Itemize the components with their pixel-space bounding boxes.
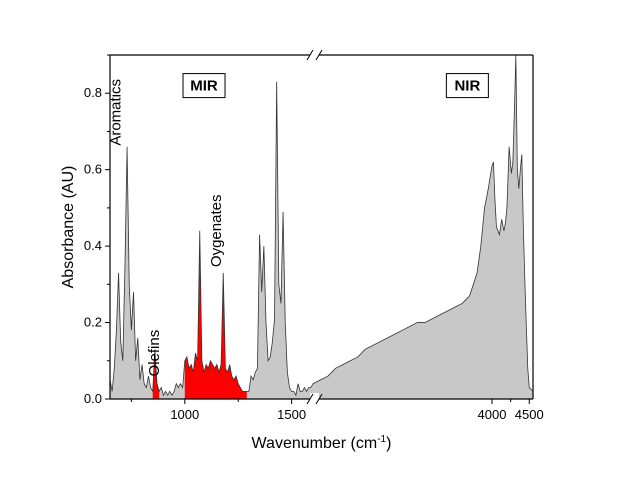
axis-break-mark <box>306 393 314 405</box>
y-tick-label: 0.0 <box>84 391 102 406</box>
spectra-group <box>109 54 534 399</box>
region-label-mir: MIR <box>190 78 218 95</box>
annotation-aromatics: Aromatics <box>108 79 125 146</box>
axes-group: 0.0 0.2 0.4 0.6 0.8 1000 1500 4000 4500 Wavenumbe… <box>60 49 544 452</box>
x-tick-label: 1000 <box>170 407 199 422</box>
x-tick-label: 4000 <box>478 407 507 422</box>
axis-break-mark <box>306 49 314 61</box>
region-label-nir: NIR <box>454 78 480 95</box>
spectrum-line-0 <box>109 81 314 397</box>
y-tick-label: 0.4 <box>84 238 102 253</box>
axis-break-gap-0 <box>310 49 319 61</box>
annotation-olefins: Olefins <box>146 330 163 377</box>
y-tick-label: 0.8 <box>84 85 102 100</box>
x-axis-title: Wavenumber (cm-1) <box>252 434 392 452</box>
spectrum-fill-1 <box>313 55 533 399</box>
axis-break-gap-1 <box>310 393 319 405</box>
y-tick-label: 0.6 <box>84 162 102 177</box>
x-tick-label: 1500 <box>277 407 306 422</box>
y-axis-title: Absorbance (AU) <box>60 166 77 289</box>
axis-break-mark <box>315 49 323 61</box>
x-tick-label: 4500 <box>515 407 544 422</box>
annotation-oygenates: Oygenates <box>208 195 225 268</box>
axis-break-mark <box>315 393 323 405</box>
y-tick-label: 0.2 <box>84 315 102 330</box>
spectrum-line-1 <box>312 54 534 392</box>
spectrum-fill-0 <box>110 81 313 399</box>
annotations-group: Aromatics Olefins Oygenates MIR NIR <box>108 73 489 377</box>
region-box-mir <box>182 73 226 99</box>
region-box-nir <box>445 73 489 99</box>
